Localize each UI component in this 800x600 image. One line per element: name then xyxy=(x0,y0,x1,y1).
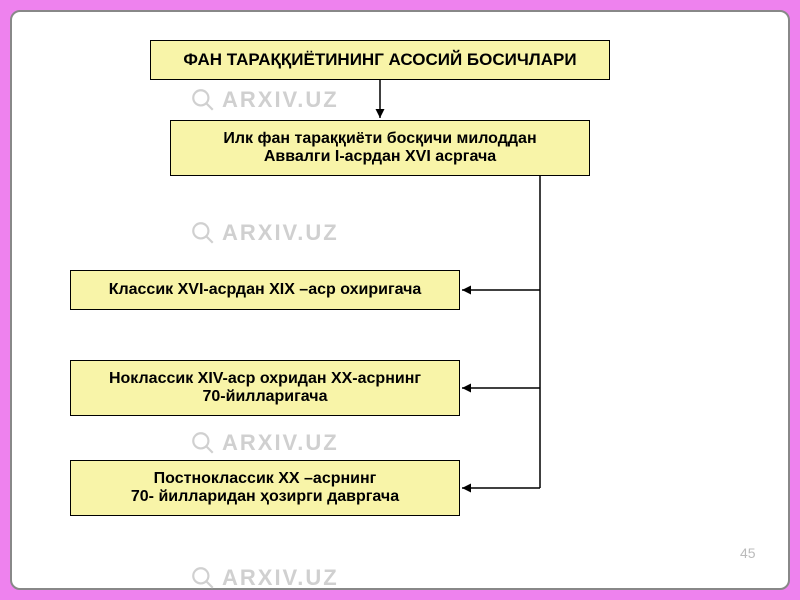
watermark-text: ARXIV.UZ xyxy=(222,220,339,246)
watermark-text: ARXIV.UZ xyxy=(222,87,339,113)
magnifier-icon xyxy=(190,220,216,246)
stage1-line2: Аввалги I-асрдан XVI асргача xyxy=(264,148,496,166)
watermark: ARXIV.UZ xyxy=(190,430,339,456)
stage1-box: Илк фан тараққиёти босқичи милоддан Авва… xyxy=(170,120,590,176)
magnifier-icon xyxy=(190,430,216,456)
watermark: ARXIV.UZ xyxy=(190,87,339,113)
magnifier-icon xyxy=(190,87,216,113)
stage2-box: Классик XVI-асрдан XIX –аср охиригача xyxy=(70,270,460,310)
stage4-box: Постноклассик XX –асрнинг 70- йилларидан… xyxy=(70,460,460,516)
title-box: ФАН ТАРАҚҚИЁТИНИНГ АСОСИЙ БОСИЧЛАРИ xyxy=(150,40,610,80)
magnifier-icon xyxy=(190,565,216,591)
watermark-text: ARXIV.UZ xyxy=(222,565,339,591)
stage2-line1: Классик XVI-асрдан XIX –аср охиригача xyxy=(109,281,422,299)
stage3-line1: Ноклассик XIV-аср охридан XX-асрнинг xyxy=(109,370,421,388)
watermark: ARXIV.UZ xyxy=(190,565,339,591)
watermark-text: ARXIV.UZ xyxy=(222,430,339,456)
title-text: ФАН ТАРАҚҚИЁТИНИНГ АСОСИЙ БОСИЧЛАРИ xyxy=(183,50,576,70)
stage1-line1: Илк фан тараққиёти босқичи милоддан xyxy=(223,130,536,148)
page-number: 45 xyxy=(740,545,756,561)
stage3-line2: 70-йилларигача xyxy=(203,388,328,406)
stage3-box: Ноклассик XIV-аср охридан XX-асрнинг 70-… xyxy=(70,360,460,416)
stage4-line1: Постноклассик XX –асрнинг xyxy=(154,470,377,488)
stage4-line2: 70- йилларидан ҳозирги давргача xyxy=(131,488,399,506)
watermark: ARXIV.UZ xyxy=(190,220,339,246)
